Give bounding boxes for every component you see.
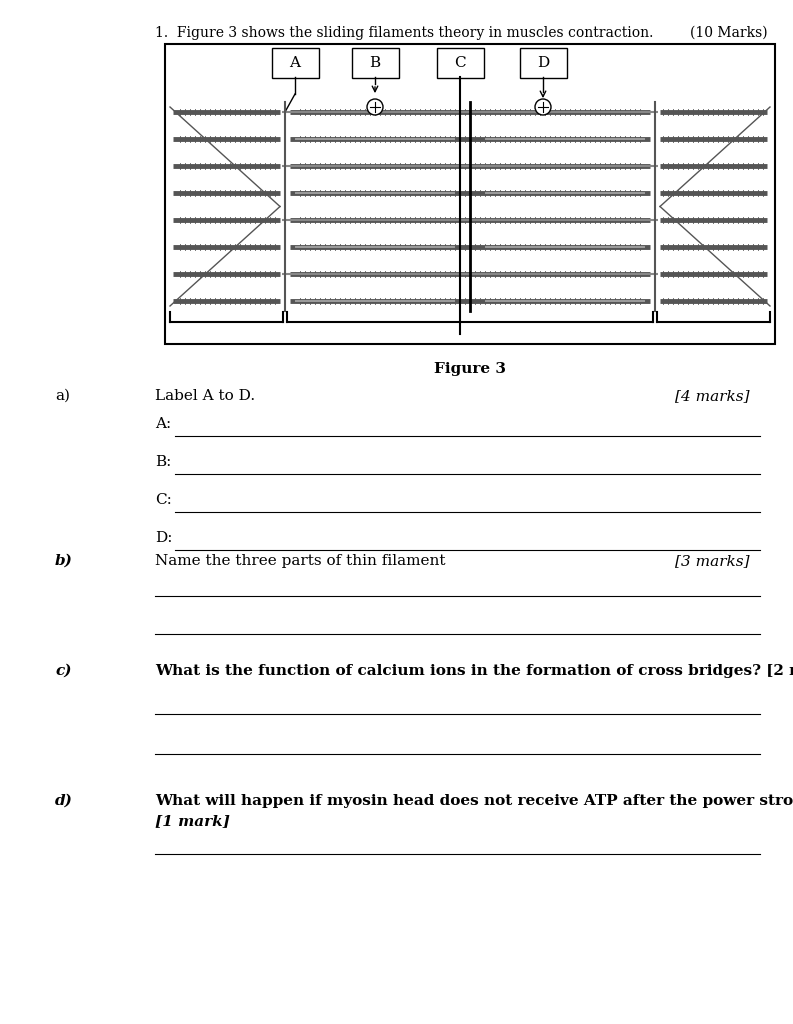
Circle shape [535, 99, 551, 115]
Text: [3 marks]: [3 marks] [676, 554, 750, 568]
Text: [1 mark]: [1 mark] [155, 814, 230, 828]
Text: c): c) [55, 664, 71, 678]
FancyBboxPatch shape [436, 48, 484, 78]
Bar [165, 44, 775, 344]
Text: Label A to D.: Label A to D. [155, 389, 255, 403]
Text: A:: A: [155, 417, 171, 431]
Text: (10 Marks): (10 Marks) [690, 26, 768, 40]
Text: Name the three parts of thin filament: Name the three parts of thin filament [155, 554, 446, 568]
Text: 1.  Figure 3 shows the sliding filaments theory in muscles contraction.: 1. Figure 3 shows the sliding filaments … [155, 26, 653, 40]
Text: D: D [537, 56, 549, 70]
Text: A: A [289, 56, 301, 70]
Text: B: B [370, 56, 381, 70]
Text: What is the function of calcium ions in the formation of cross bridges? [2 marks: What is the function of calcium ions in … [155, 664, 793, 678]
Text: C: C [454, 56, 465, 70]
FancyBboxPatch shape [519, 48, 566, 78]
Text: b): b) [55, 554, 73, 568]
Circle shape [367, 99, 383, 115]
Text: D:: D: [155, 531, 173, 545]
FancyBboxPatch shape [351, 48, 399, 78]
Text: d): d) [55, 794, 73, 808]
Text: Figure 3: Figure 3 [434, 362, 506, 376]
Text: [4 marks]: [4 marks] [676, 389, 750, 403]
FancyBboxPatch shape [271, 48, 319, 78]
Text: a): a) [55, 389, 70, 403]
Text: What will happen if myosin head does not receive ATP after the power strokes?: What will happen if myosin head does not… [155, 794, 793, 808]
Text: B:: B: [155, 455, 171, 469]
Text: C:: C: [155, 493, 172, 507]
